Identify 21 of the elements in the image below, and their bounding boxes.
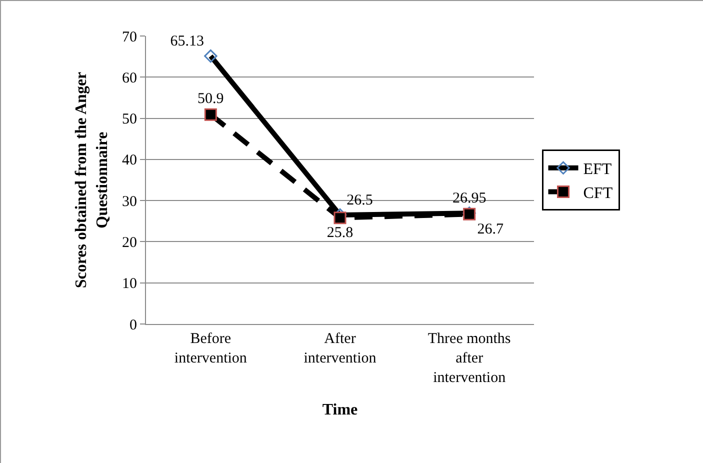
x-tick-label: Three months after intervention <box>428 331 511 386</box>
data-label: 26.95 <box>452 190 486 207</box>
data-label: 65.13 <box>170 34 204 50</box>
y-tick-label: 60 <box>122 70 137 86</box>
legend-label: EFT <box>583 161 612 178</box>
legend-label: CFT <box>583 184 613 202</box>
x-axis-title: Time <box>322 402 358 419</box>
y-tick-label: 30 <box>122 194 137 210</box>
y-tick-label: 40 <box>122 152 137 169</box>
x-tick-label: After intervention <box>304 331 377 366</box>
data-label: 50.9 <box>198 90 224 107</box>
y-tick-label: 50 <box>122 112 137 128</box>
y-tick-label: 0 <box>130 317 137 334</box>
data-label: 26.5 <box>346 192 373 209</box>
y-axis-title: Scores obtained from the Anger Questionnaire <box>73 72 111 288</box>
y-tick-label: 70 <box>122 29 137 46</box>
x-tick-label: Before intervention <box>174 331 248 366</box>
data-label: 25.8 <box>326 224 354 241</box>
data-label: 26.7 <box>477 221 504 238</box>
y-tick-label: 20 <box>122 234 137 251</box>
y-tick-label: 10 <box>122 276 137 292</box>
